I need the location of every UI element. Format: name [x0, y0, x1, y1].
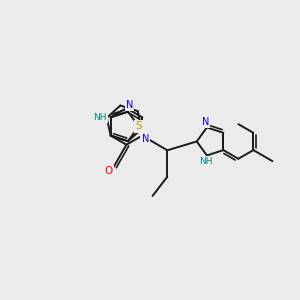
Text: S: S	[135, 122, 142, 131]
Text: NH: NH	[94, 113, 107, 122]
Text: O: O	[104, 166, 113, 176]
Text: N: N	[142, 134, 149, 143]
Text: NH: NH	[199, 157, 212, 166]
Text: N: N	[126, 100, 133, 110]
Text: N: N	[202, 117, 209, 127]
